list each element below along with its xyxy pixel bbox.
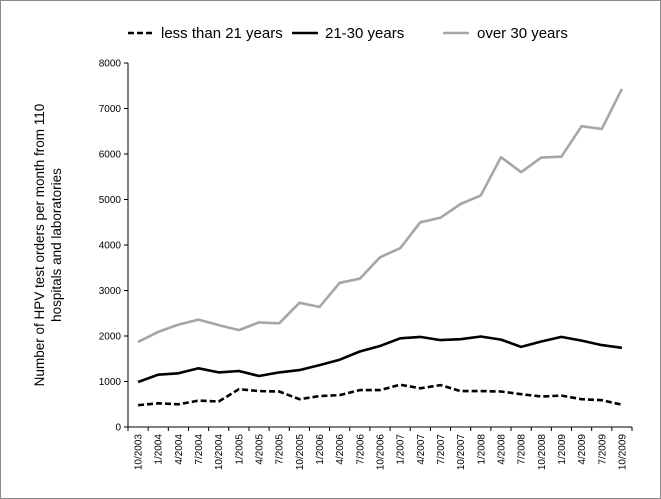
x-tick-label: 10/2009 <box>617 434 628 471</box>
x-tick-label: 7/2004 <box>194 434 205 465</box>
series-line-less-than-21-years <box>137 383 623 407</box>
x-tick-label: 4/2008 <box>496 434 507 465</box>
y-axis-title-line-2: hospitals and laboratories <box>49 168 64 322</box>
x-tick-label: 1/2004 <box>154 434 165 465</box>
x-tick-label: 7/2007 <box>436 434 447 465</box>
x-tick-label: 4/2004 <box>174 434 185 465</box>
series-line-over-30-years <box>137 88 624 344</box>
x-tick-label: 10/2006 <box>376 434 387 471</box>
legend-label: 21-30 years <box>325 25 404 42</box>
y-tick-label: 6000 <box>99 150 122 161</box>
x-tick-label: 10/2008 <box>537 434 548 471</box>
y-axis-title-line-1: Number of HPV test orders per month from… <box>32 104 47 387</box>
x-tick-label: 1/2008 <box>476 434 487 465</box>
x-tick-label: 10/2005 <box>295 434 306 471</box>
series-layer <box>137 88 624 407</box>
y-axis-title: Number of HPV test orders per month from… <box>32 104 64 387</box>
x-tick-label: 7/2009 <box>597 434 608 465</box>
y-tick-label: 5000 <box>99 195 122 206</box>
y-tick-label: 7000 <box>99 104 122 115</box>
axes: 0 1000 2000 3000 4000 5000 6000 7000 8000 10/2003… <box>99 59 633 471</box>
y-tick-label: 8000 <box>99 59 122 70</box>
y-tick-label: 3000 <box>99 286 122 297</box>
legend-item: over 30 years <box>443 25 568 42</box>
series-line-21-30-years <box>137 335 623 384</box>
legend-label: over 30 years <box>477 25 568 42</box>
x-tick-label: 4/2009 <box>577 434 588 465</box>
x-tick-label: 4/2005 <box>255 434 266 465</box>
y-tick-label: 4000 <box>99 241 122 252</box>
x-tick-label: 1/2009 <box>557 434 568 465</box>
legend-item: less than 21 years <box>128 25 283 42</box>
x-tick-label: 10/2003 <box>134 434 145 471</box>
legend-item: 21-30 years <box>292 25 404 42</box>
x-tick-label: 10/2004 <box>214 434 225 471</box>
x-tick-label: 7/2005 <box>275 434 286 465</box>
x-tick-label: 4/2006 <box>335 434 346 465</box>
x-tick-label: 1/2006 <box>315 434 326 465</box>
x-tick-label: 7/2006 <box>355 434 366 465</box>
x-tick-label: 1/2005 <box>234 434 245 465</box>
y-tick-label: 2000 <box>99 332 122 343</box>
y-tick-label: 0 <box>115 423 121 434</box>
y-tick-label: 1000 <box>99 377 122 388</box>
x-tick-label: 10/2007 <box>456 434 467 471</box>
x-tick-label: 7/2008 <box>517 434 528 465</box>
x-tick-label: 1/2007 <box>396 434 407 465</box>
legend-label: less than 21 years <box>161 25 283 42</box>
legend: less than 21 years 21-30 years over 30 yea… <box>128 25 568 42</box>
x-tick-label: 4/2007 <box>416 434 427 465</box>
